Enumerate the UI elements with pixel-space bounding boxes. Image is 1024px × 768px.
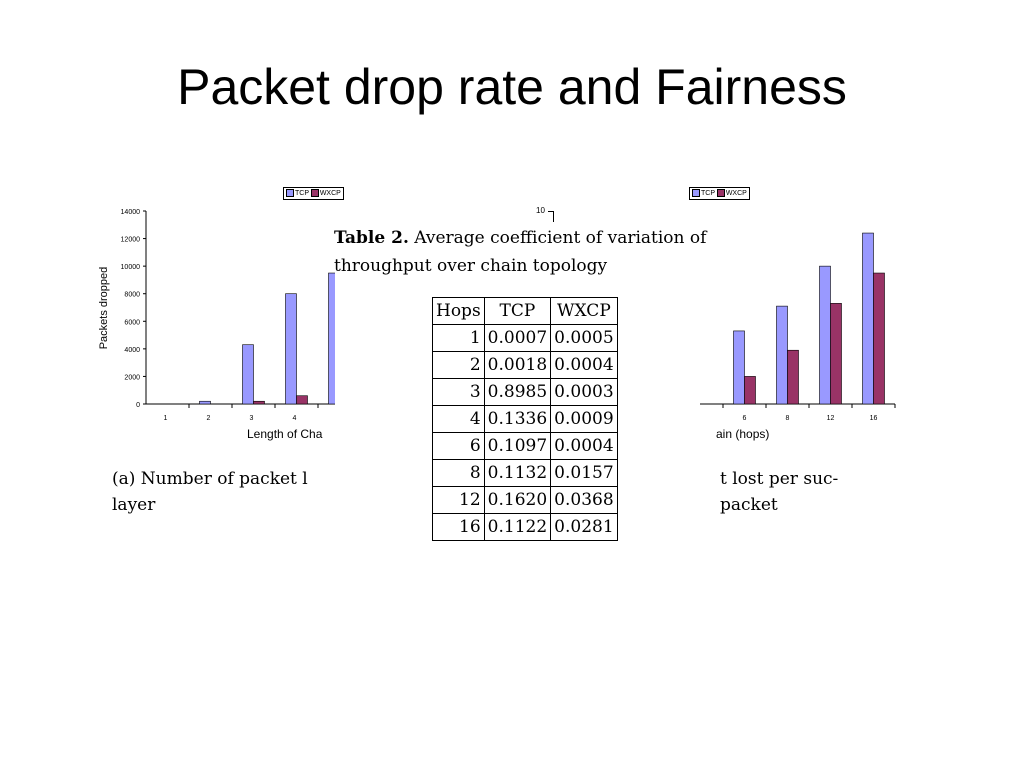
table-row: 6 0.1097 0.0004 (432, 432, 618, 460)
legend-tcp-label: TCP (701, 190, 715, 197)
cell-hops: 8 (432, 459, 485, 487)
bar-wxcp (253, 400, 265, 405)
cell-wxcp: 0.0005 (550, 324, 618, 352)
table-caption-text: Average coefficient of variation of thro… (334, 228, 707, 276)
x-tick-label: 12 (827, 415, 835, 422)
cell-tcp: 0.1336 (483, 405, 552, 433)
tcp-swatch (286, 189, 294, 198)
x-tick-label: 16 (870, 415, 878, 422)
y-tick-label: 4000 (124, 347, 140, 354)
left-caption: (a) Number of packet l layer (112, 466, 308, 518)
axis-fragment (548, 211, 554, 222)
header-hops: Hops (432, 297, 485, 325)
table-row: 2 0.0018 0.0004 (432, 351, 618, 379)
cell-hops: 3 (432, 378, 485, 406)
cell-wxcp: 0.0004 (550, 432, 618, 460)
left-ylabel: Packets dropped (98, 267, 110, 350)
x-tick-label: 1 (164, 415, 168, 422)
right-xlabel: ain (hops) (716, 427, 769, 441)
cell-wxcp: 0.0368 (550, 486, 618, 514)
cell-wxcp: 0.0157 (550, 459, 618, 487)
legend-wxcp-label: WXCP (725, 190, 747, 197)
legend-tcp-label: TCP (295, 190, 309, 197)
y-tick-label: 12000 (121, 237, 141, 244)
bar-tcp (733, 330, 745, 405)
x-tick-label: 6 (743, 415, 747, 422)
x-tick-label: 4 (293, 415, 297, 422)
bar-tcp (199, 400, 211, 405)
table-row: 3 0.8985 0.0003 (432, 378, 618, 406)
y-tick-label: 8000 (124, 292, 140, 299)
y-tick-label: 2000 (124, 374, 140, 381)
table-caption-label: Table 2. (334, 228, 409, 248)
header-wxcp: WXCP (550, 297, 618, 325)
bar-wxcp (744, 376, 756, 405)
y-tick-label: 10000 (121, 264, 141, 271)
right-chart-svg: 6 8 12 16 ain (hops) (700, 232, 896, 441)
cell-tcp: 0.0018 (483, 351, 552, 379)
cell-tcp: 0.1132 (483, 459, 552, 487)
x-tick-label: 3 (250, 415, 254, 422)
cell-wxcp: 0.0004 (550, 351, 618, 379)
cell-hops: 2 (432, 351, 485, 379)
table-row: 1 0.0007 0.0005 (432, 324, 618, 352)
right-caption: t lost per suc- packet (720, 466, 838, 518)
cell-tcp: 0.8985 (483, 378, 552, 406)
cell-tcp: 0.1097 (483, 432, 552, 460)
left-caption-line-2: layer (112, 495, 156, 515)
left-chart-legend: TCP WXCP (283, 187, 344, 200)
cell-hops: 12 (432, 486, 485, 514)
cell-hops: 1 (432, 324, 485, 352)
cell-hops: 4 (432, 405, 485, 433)
bar-tcp (862, 232, 874, 405)
bar-tcp (242, 344, 254, 405)
bar-wxcp (296, 395, 308, 405)
table-row: 8 0.1132 0.0157 (432, 459, 618, 487)
cell-hops: 16 (432, 513, 485, 541)
bar-wxcp (873, 272, 885, 405)
header-tcp: TCP (483, 297, 552, 325)
bar-wxcp (787, 349, 799, 405)
cell-tcp: 0.1122 (483, 513, 552, 541)
right-chart-top-tick: 10 (536, 206, 545, 215)
bar-tcp (285, 293, 297, 405)
table-header-row: Hops TCP WXCP (432, 297, 618, 325)
cell-wxcp: 0.0009 (550, 405, 618, 433)
legend-wxcp-label: WXCP (319, 190, 341, 197)
tcp-swatch (692, 189, 700, 198)
cell-tcp: 0.0007 (483, 324, 552, 352)
y-tick-label: 0 (136, 402, 140, 409)
left-chart-svg: 0 2000 4000 6000 8000 10000 12000 14000 1 2 3 4 Pa… (98, 209, 335, 441)
cell-hops: 6 (432, 432, 485, 460)
wxcp-swatch (310, 189, 319, 198)
bar-wxcp (830, 303, 842, 405)
table-row: 4 0.1336 0.0009 (432, 405, 618, 433)
y-tick-label: 14000 (121, 209, 141, 216)
y-tick-label: 6000 (124, 319, 140, 326)
bar-tcp (819, 265, 831, 405)
data-table: Hops TCP WXCP 1 0.0007 0.0005 2 0.0018 0.000… (432, 297, 618, 541)
right-caption-line-1: t lost per suc- (720, 469, 839, 489)
table-row: 16 0.1122 0.0281 (432, 513, 618, 541)
cell-tcp: 0.1620 (483, 486, 552, 514)
bar-tcp-partial (328, 272, 335, 405)
x-tick-label: 8 (786, 415, 790, 422)
left-xlabel: Length of Cha (247, 427, 323, 441)
x-tick-label: 2 (207, 415, 211, 422)
table-caption: Table 2. Average coefficient of variatio… (334, 224, 729, 280)
slide-title: Packet drop rate and Fairness (177, 59, 847, 115)
left-caption-line-1: (a) Number of packet l (112, 469, 308, 489)
table-row: 12 0.1620 0.0368 (432, 486, 618, 514)
cell-wxcp: 0.0281 (550, 513, 618, 541)
right-chart-legend: TCP WXCP (689, 187, 750, 200)
right-caption-line-2: packet (720, 495, 778, 515)
bar-tcp (776, 305, 788, 405)
wxcp-swatch (716, 189, 725, 198)
cell-wxcp: 0.0003 (550, 378, 618, 406)
